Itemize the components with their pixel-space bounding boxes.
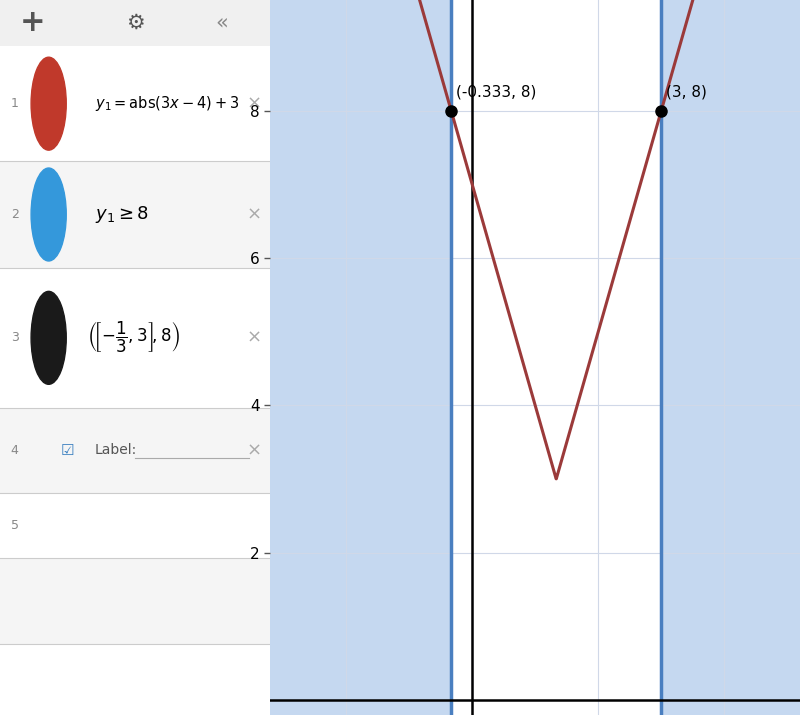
Text: $y_1 \geq 8$: $y_1 \geq 8$	[94, 204, 149, 225]
Circle shape	[31, 168, 66, 261]
Text: ×: ×	[246, 329, 262, 347]
Text: 2: 2	[11, 208, 18, 221]
FancyBboxPatch shape	[0, 493, 270, 558]
Text: +: +	[20, 9, 46, 37]
Text: 1: 1	[11, 97, 18, 110]
Text: ☑: ☑	[61, 443, 74, 458]
Circle shape	[31, 292, 66, 385]
Text: ×: ×	[246, 94, 262, 113]
Text: 5: 5	[11, 519, 19, 532]
Text: 3: 3	[11, 331, 18, 345]
FancyBboxPatch shape	[0, 46, 270, 161]
Text: ×: ×	[246, 441, 262, 460]
Text: 4: 4	[11, 444, 18, 457]
Circle shape	[31, 57, 66, 150]
Bar	[270, 0, 451, 715]
Text: «: «	[215, 13, 228, 33]
FancyBboxPatch shape	[0, 161, 270, 268]
FancyBboxPatch shape	[0, 0, 270, 46]
Text: $\left(\!\left[-\dfrac{1}{3},3\right]\!,8\right)$: $\left(\!\left[-\dfrac{1}{3},3\right]\!,…	[86, 320, 180, 355]
Text: (-0.333, 8): (-0.333, 8)	[455, 84, 536, 99]
Text: (3, 8): (3, 8)	[666, 84, 706, 99]
Text: Label:: Label:	[94, 443, 137, 458]
Bar	[662, 0, 800, 715]
Text: ×: ×	[246, 205, 262, 224]
FancyBboxPatch shape	[0, 558, 270, 644]
FancyBboxPatch shape	[0, 408, 270, 493]
Text: ⚙: ⚙	[126, 13, 145, 33]
FancyBboxPatch shape	[0, 268, 270, 408]
Text: $y_1 = \mathrm{abs}(3x - 4) + 3$: $y_1 = \mathrm{abs}(3x - 4) + 3$	[94, 94, 239, 113]
